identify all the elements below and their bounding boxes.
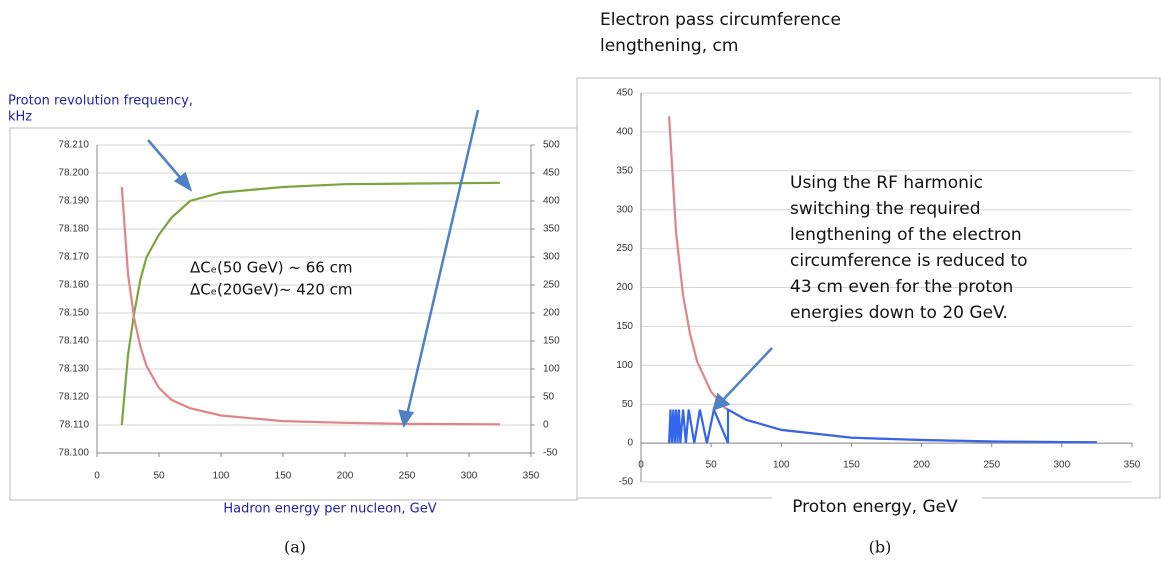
y-tick-label: 78.170 [58, 252, 89, 263]
y-tick-label: 78.180 [58, 224, 89, 235]
annotation: ΔCₑ(20GeV)~ 420 cm [190, 281, 353, 299]
y-tick-label: 350 [616, 165, 633, 176]
x-tick-label: 50 [153, 471, 165, 482]
annotation: ΔCₑ(50 GeV) ~ 66 cm [190, 259, 352, 277]
y-tick-label: 300 [616, 204, 633, 215]
y-tick-label: 78.210 [58, 140, 89, 151]
x-tick-label: 350 [1124, 460, 1141, 471]
y-tick-label: 78.140 [58, 336, 89, 347]
x-tick-label: 250 [983, 460, 1000, 471]
x-label: Hadron energy per nucleon, GeV [223, 502, 436, 517]
y-tick-label: 250 [616, 243, 633, 254]
y-tick-label: 200 [616, 282, 633, 293]
arrowhead [712, 392, 731, 411]
chart-b: -50 0 50 100 150 200 250 300 350 400 450 0 50 100 150 2… [616, 88, 1140, 488]
annotation: energies down to 20 GeV. [790, 303, 1008, 323]
y-label: lengthening, cm [600, 36, 738, 56]
x-label: Proton energy, GeV [792, 497, 958, 517]
y-tick-label: 78.130 [58, 364, 89, 375]
y-label: Electron pass circumference [600, 10, 841, 30]
y-tick-label: 100 [616, 360, 633, 371]
annotation-block: Using the RF harmonic switching the requi… [790, 173, 1028, 323]
y2-tick-label: 0 [543, 420, 549, 431]
annotation: Using the RF harmonic [790, 173, 983, 193]
arrowhead [398, 409, 415, 428]
series-line [668, 405, 1097, 444]
y-tick-label: 78.200 [58, 168, 89, 179]
arrow [405, 109, 480, 416]
y2-tick-label: 400 [543, 196, 560, 207]
y-tick-label: 400 [616, 127, 633, 138]
y2-tick-label: 200 [543, 308, 560, 319]
y-tick-label: -50 [619, 477, 634, 488]
y-label: Proton revolution frequency, [8, 94, 193, 109]
x-tick-label: 200 [337, 471, 354, 482]
y2-tick-label: 100 [543, 364, 560, 375]
series-line [120, 186, 501, 426]
x-tick-label: 350 [523, 471, 540, 482]
arrow [147, 139, 185, 183]
x-tick-label: 100 [773, 460, 790, 471]
x-tick-label: 0 [638, 460, 644, 471]
y-tick-label: 50 [622, 399, 634, 410]
series-line [120, 181, 501, 426]
y-tick-label: 78.190 [58, 196, 89, 207]
x-tick-label: 100 [213, 471, 230, 482]
y-tick-label: 78.160 [58, 280, 89, 291]
x-tick-label: 300 [1054, 460, 1071, 471]
label-bg [772, 490, 982, 520]
y2-tick-label: 50 [543, 392, 555, 403]
annotation: lengthening of the electron [790, 225, 1022, 245]
y-tick-label: 78.110 [59, 420, 89, 431]
y2-tick-label: 300 [543, 252, 560, 263]
y2-tick-label: 150 [543, 336, 560, 347]
y2-tick-label: 500 [543, 140, 560, 151]
y-tick-label: 450 [616, 88, 633, 99]
x-tick-label: 150 [275, 471, 292, 482]
y-tick-label: 78.150 [58, 308, 89, 319]
caption: (a) [284, 538, 306, 557]
arrowhead [173, 171, 193, 192]
caption: (b) [869, 538, 892, 557]
y-tick-label: 150 [616, 321, 633, 332]
y2-tick-label: 450 [543, 168, 560, 179]
x-tick-label: 200 [913, 460, 930, 471]
x-tick-label: 50 [706, 460, 718, 471]
y-tick-label: 0 [627, 438, 633, 449]
y-tick-label: 78.120 [58, 392, 89, 403]
arrow [720, 347, 773, 403]
chart-a: 78.100 78.110 78.120 78.130 78.140 78.150 78.1… [58, 140, 560, 482]
x-tick-label: 300 [461, 471, 478, 482]
x-tick-label: 150 [843, 460, 860, 471]
y-tick-label: 78.100 [58, 448, 89, 459]
x-tick-label: 250 [399, 471, 416, 482]
annotation: switching the required [790, 199, 981, 219]
y-label: kHz [8, 110, 32, 125]
y2-tick-label: 350 [543, 224, 560, 235]
y2-tick-label: 250 [543, 280, 560, 291]
x-tick-label: 0 [94, 471, 100, 482]
annotation: circumference is reduced to [790, 251, 1028, 271]
y2-tick-label: -50 [543, 448, 558, 459]
arrows [147, 109, 773, 428]
annotation: 43 cm even for the proton [790, 277, 1013, 297]
